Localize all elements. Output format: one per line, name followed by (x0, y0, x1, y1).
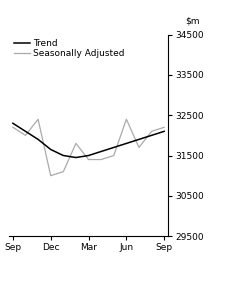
Seasonally Adjusted (112, 154, 115, 157)
Seasonally Adjusted (150, 130, 153, 133)
Trend (37, 138, 39, 141)
Trend (12, 122, 14, 125)
Line: Trend: Trend (13, 123, 164, 158)
Text: $m: $m (185, 17, 200, 26)
Seasonally Adjusted (24, 134, 27, 137)
Seasonally Adjusted (163, 126, 165, 129)
Trend (87, 154, 90, 157)
Trend (74, 156, 77, 159)
Seasonally Adjusted (62, 170, 65, 173)
Legend: Trend, Seasonally Adjusted: Trend, Seasonally Adjusted (14, 39, 125, 58)
Trend (150, 134, 153, 137)
Trend (138, 138, 140, 141)
Trend (100, 150, 103, 153)
Trend (163, 130, 165, 133)
Seasonally Adjusted (138, 146, 140, 149)
Trend (24, 130, 27, 133)
Seasonally Adjusted (125, 118, 128, 121)
Seasonally Adjusted (100, 158, 103, 161)
Trend (125, 142, 128, 145)
Trend (49, 148, 52, 151)
Seasonally Adjusted (74, 142, 77, 145)
Seasonally Adjusted (49, 174, 52, 177)
Trend (112, 146, 115, 149)
Seasonally Adjusted (37, 118, 39, 121)
Trend (62, 154, 65, 157)
Line: Seasonally Adjusted: Seasonally Adjusted (13, 119, 164, 176)
Seasonally Adjusted (87, 158, 90, 161)
Seasonally Adjusted (12, 126, 14, 129)
